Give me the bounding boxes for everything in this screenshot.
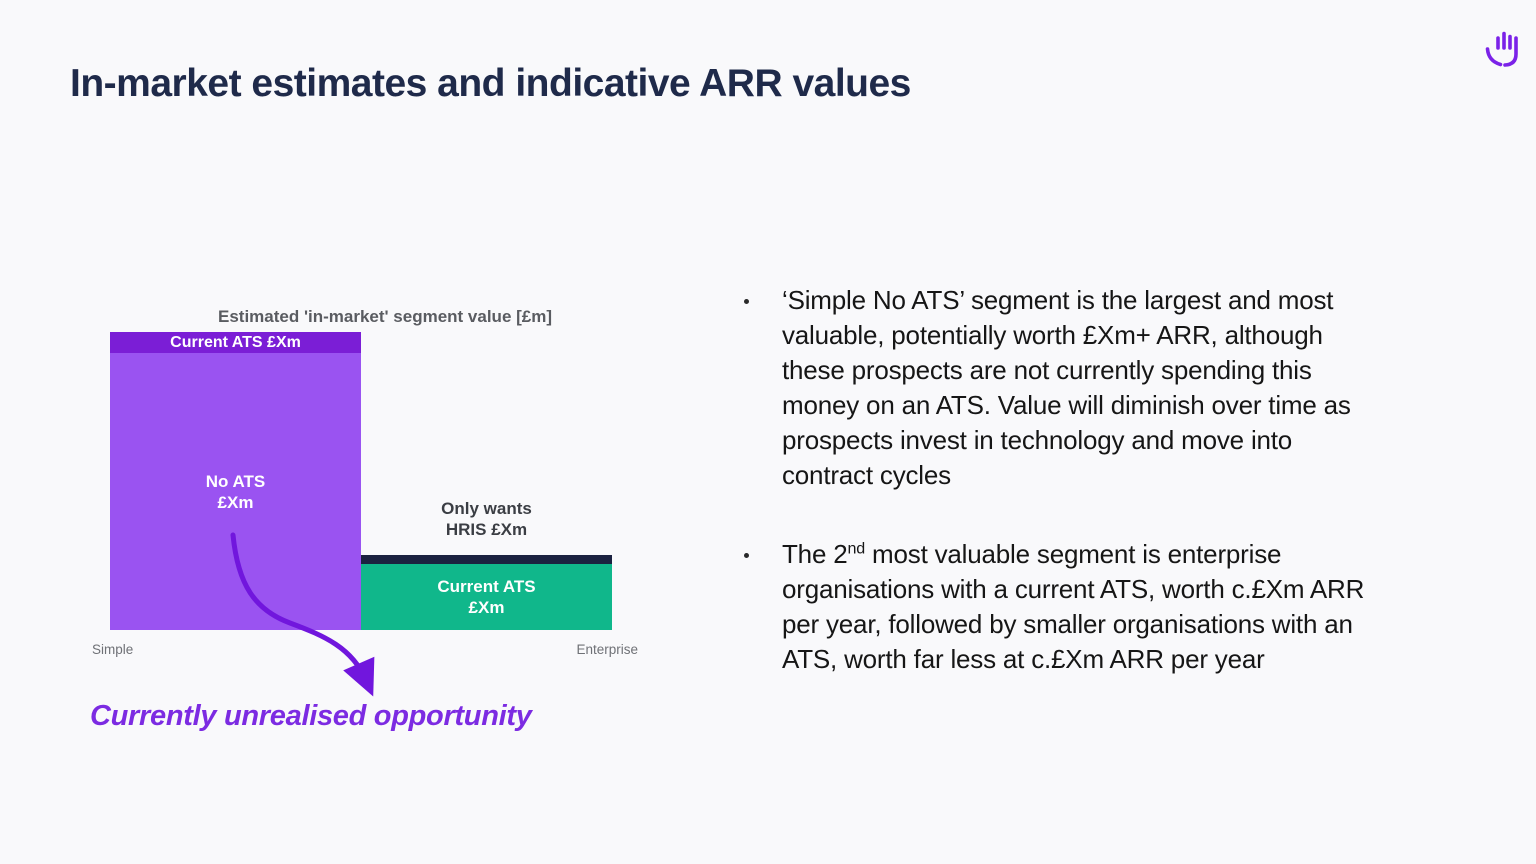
page-title: In-market estimates and indicative ARR v… (70, 62, 911, 105)
bullet-list: ‘Simple No ATS’ segment is the largest a… (744, 283, 1474, 677)
bar-segment-no-ats: No ATS £Xm (110, 353, 361, 630)
bullet-text-pre: The 2 (782, 539, 848, 569)
annotation-currently-unrealised-opportunity: Currently unrealised opportunity (90, 700, 532, 732)
x-axis-label-enterprise: Enterprise (576, 642, 638, 657)
bullet-text: ‘Simple No ATS’ segment is the largest a… (782, 285, 1351, 490)
bar-segment-current-ats-simple: Current ATS £Xm (110, 332, 361, 353)
bullet-dot-icon (744, 299, 749, 304)
bullet-item-second-most-valuable: The 2nd most valuable segment is enterpr… (744, 537, 1474, 677)
ordinal-superscript: nd (847, 539, 866, 558)
bullet-text-post: most valuable segment is enterprise orga… (782, 539, 1365, 674)
bullet-dot-icon (744, 553, 749, 558)
bar-segment-no-ats-label: No ATS £Xm (205, 471, 266, 512)
hand-logo-icon (1485, 31, 1518, 67)
bullet-item-simple-no-ats: ‘Simple No ATS’ segment is the largest a… (744, 283, 1474, 493)
bar-segment-current-ats-enterprise-label: Current ATS £Xm (437, 577, 536, 617)
bar-segment-current-ats-enterprise: Current ATS £Xm (361, 564, 612, 630)
chart-bar-simple-segment: Current ATS £Xm No ATS £Xm (110, 332, 361, 630)
chart-bar-enterprise-segment: Current ATS £Xm (361, 555, 612, 630)
bar-segment-only-wants-hris-band (361, 555, 612, 564)
bar-annotation-only-wants-hris: Only wants HRIS £Xm (441, 499, 532, 539)
x-axis-label-simple: Simple (92, 642, 134, 657)
bullet-text: The 2nd most valuable segment is enterpr… (782, 537, 1364, 677)
chart-title: Estimated 'in-market' segment value [£m] (217, 307, 553, 326)
